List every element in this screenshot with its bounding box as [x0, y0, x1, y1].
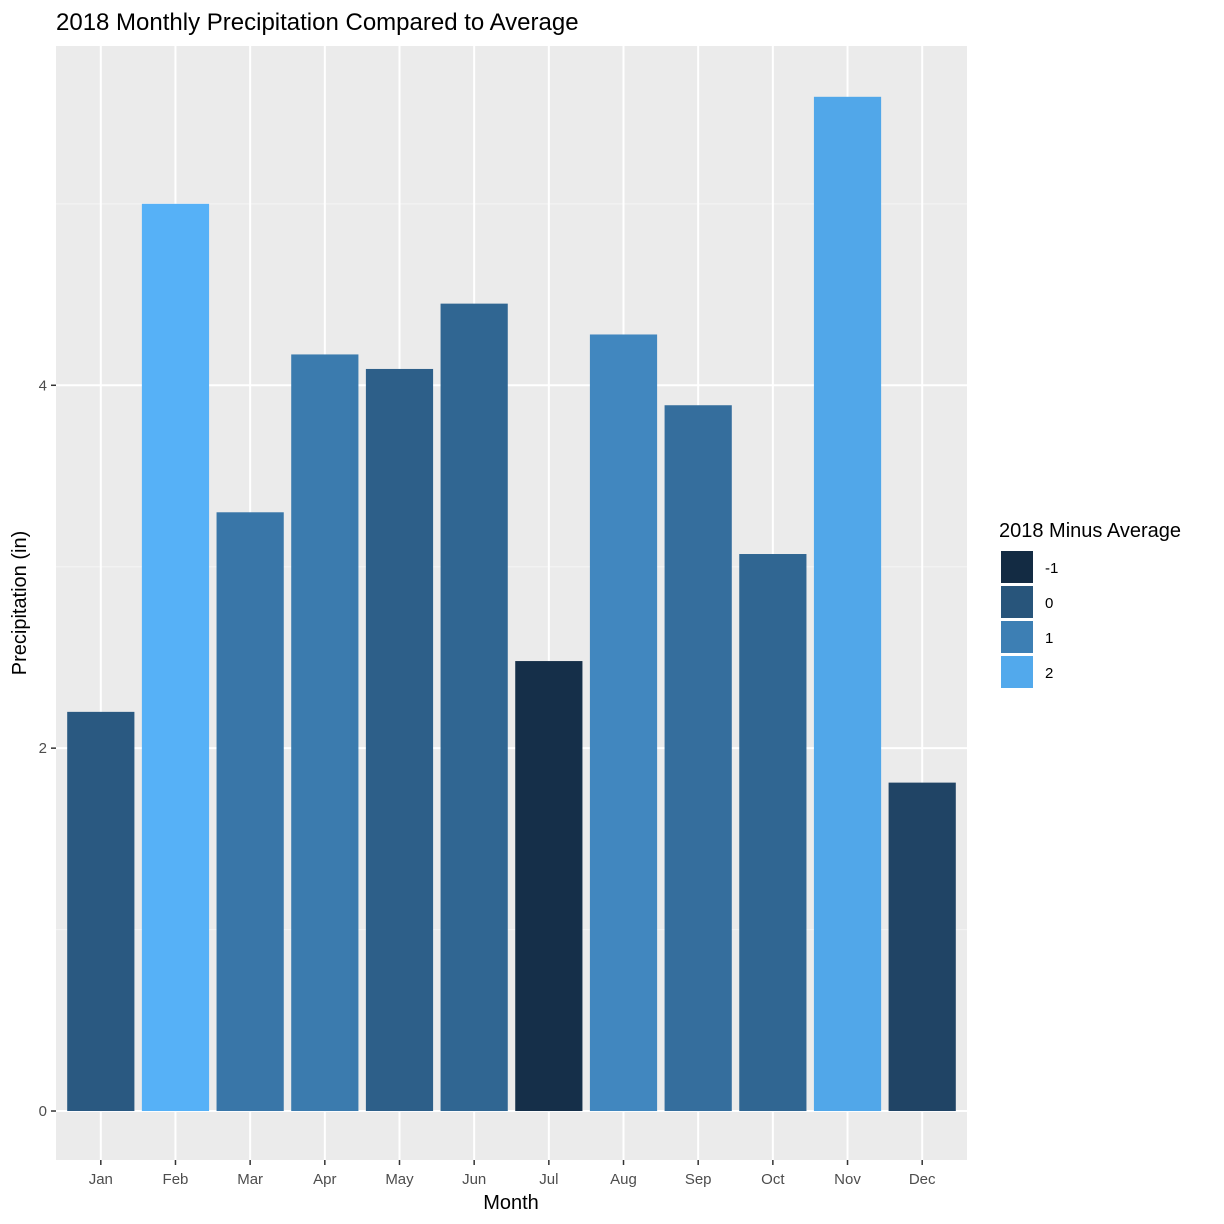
bar-aug	[589, 334, 658, 1112]
bar-may	[365, 368, 434, 1112]
legend-key	[1001, 656, 1033, 688]
legend-label: 0	[1045, 595, 1053, 612]
x-axis-label: Month	[483, 1192, 539, 1214]
x-tick-label: Jan	[89, 1171, 113, 1188]
x-tick-label: Sep	[685, 1171, 712, 1188]
y-tick-label: 0	[39, 1103, 47, 1120]
x-tick-label: Feb	[163, 1171, 189, 1188]
bar-mar	[216, 512, 284, 1112]
bar-nov	[813, 96, 882, 1112]
legend-label: 1	[1045, 630, 1053, 647]
y-axis-label: Precipitation (in)	[9, 531, 31, 676]
x-tick-label: Dec	[909, 1171, 936, 1188]
x-tick-label: Apr	[313, 1171, 336, 1188]
bar-sep	[664, 405, 732, 1112]
bar-layer	[67, 96, 956, 1112]
x-tick-label: Aug	[610, 1171, 637, 1188]
legend-key	[1001, 621, 1033, 653]
x-tick-label: Mar	[237, 1171, 263, 1188]
bar-jul	[515, 661, 583, 1112]
chart-title: 2018 Monthly Precipitation Compared to A…	[56, 9, 579, 36]
y-tick-label: 4	[39, 377, 47, 394]
bar-feb	[141, 203, 210, 1112]
x-tick-label: Jul	[539, 1171, 558, 1188]
bar-jun	[440, 303, 508, 1112]
legend-key	[1001, 551, 1033, 583]
legend-label: -1	[1045, 560, 1058, 577]
y-tick-label: 2	[39, 740, 47, 757]
x-tick-label: Nov	[834, 1171, 861, 1188]
axis-layer: 0 2 4 Jan Feb Mar Apr May Jun Jul Aug Sep Oct Nov Dec	[39, 377, 936, 1188]
legend-key	[1001, 586, 1033, 618]
legend: 2018 Minus Average -1 0 1 2	[999, 520, 1181, 688]
bar-jan	[67, 711, 135, 1112]
x-tick-label: Jun	[462, 1171, 486, 1188]
legend-title: 2018 Minus Average	[999, 520, 1181, 542]
x-tick-label: Oct	[761, 1171, 785, 1188]
legend-items: -1 0 1 2	[1001, 551, 1058, 688]
bar-apr	[291, 354, 359, 1112]
legend-label: 2	[1045, 665, 1053, 682]
x-tick-label: May	[385, 1171, 414, 1188]
bar-oct	[739, 554, 807, 1112]
bar-dec	[888, 782, 956, 1112]
